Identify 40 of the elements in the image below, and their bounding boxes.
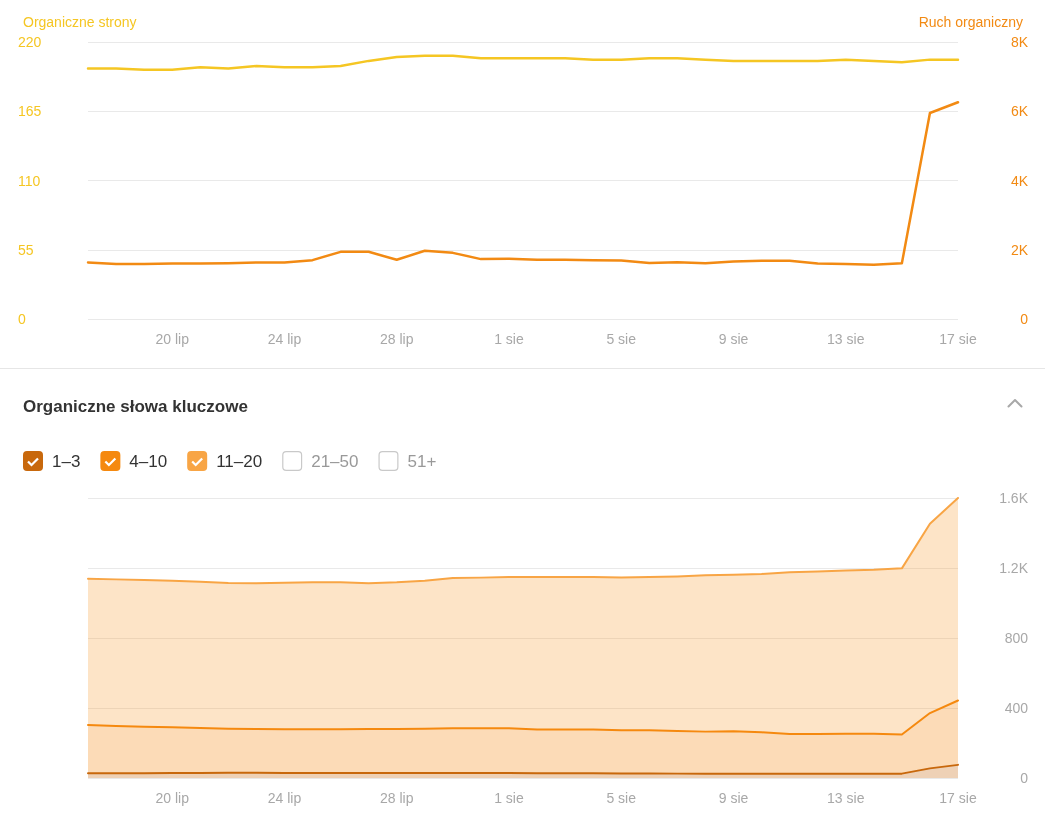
legend-label: 11–20	[216, 451, 263, 471]
x-tick-label: 24 lip	[267, 331, 302, 347]
x-tick-label: 1 sie	[494, 790, 524, 806]
x-tick-label: 24 lip	[267, 790, 302, 806]
legend-label: 4–10	[129, 451, 168, 471]
x-tick-label: 9 sie	[718, 331, 749, 347]
chart-title: Organiczne słowa kluczowe	[23, 397, 248, 416]
y-tick-label: 1.6K	[999, 490, 1029, 506]
x-tick-label: 17 sie	[939, 790, 977, 806]
x-tick-label: 20 lip	[155, 331, 190, 347]
x-tick-label: 28 lip	[379, 331, 414, 347]
y-tick-label: 110	[18, 172, 41, 189]
y-axis-title: Organiczne strony	[23, 14, 137, 30]
x-tick-label: 13 sie	[827, 331, 865, 347]
y-tick-label: 220	[18, 34, 42, 50]
legend-label: 21–50	[311, 451, 359, 471]
y-tick-label: 1.2K	[999, 560, 1029, 576]
x-tick-label: 5 sie	[606, 790, 637, 806]
legend-label: 1–3	[52, 451, 81, 471]
legend-label: 51+	[407, 451, 437, 471]
y-tick-label: 55	[18, 241, 34, 258]
y2-tick-label: 6K	[1010, 103, 1029, 120]
y2-axis-title: Ruch organiczny	[918, 14, 1024, 30]
x-tick-label: 13 sie	[827, 790, 865, 806]
y2-tick-label: 2K	[1010, 241, 1029, 258]
x-tick-label: 1 sie	[494, 331, 524, 347]
y-tick-label: 0	[18, 311, 26, 327]
x-tick-label: 9 sie	[718, 790, 749, 806]
x-tick-label: 5 sie	[606, 331, 637, 347]
y-tick-label: 165	[18, 103, 42, 120]
y-tick-label: 0	[1020, 770, 1029, 786]
x-tick-label: 20 lip	[155, 790, 190, 806]
line-series	[86, 101, 960, 266]
y2-tick-label: 4K	[1010, 172, 1029, 189]
x-tick-label: 17 sie	[939, 331, 977, 347]
y-tick-label: 800	[1004, 630, 1029, 646]
x-tick-label: 28 lip	[379, 790, 414, 806]
y2-tick-label: 8K	[1010, 34, 1029, 50]
line-series	[86, 54, 960, 71]
y-tick-label: 400	[1004, 700, 1029, 716]
